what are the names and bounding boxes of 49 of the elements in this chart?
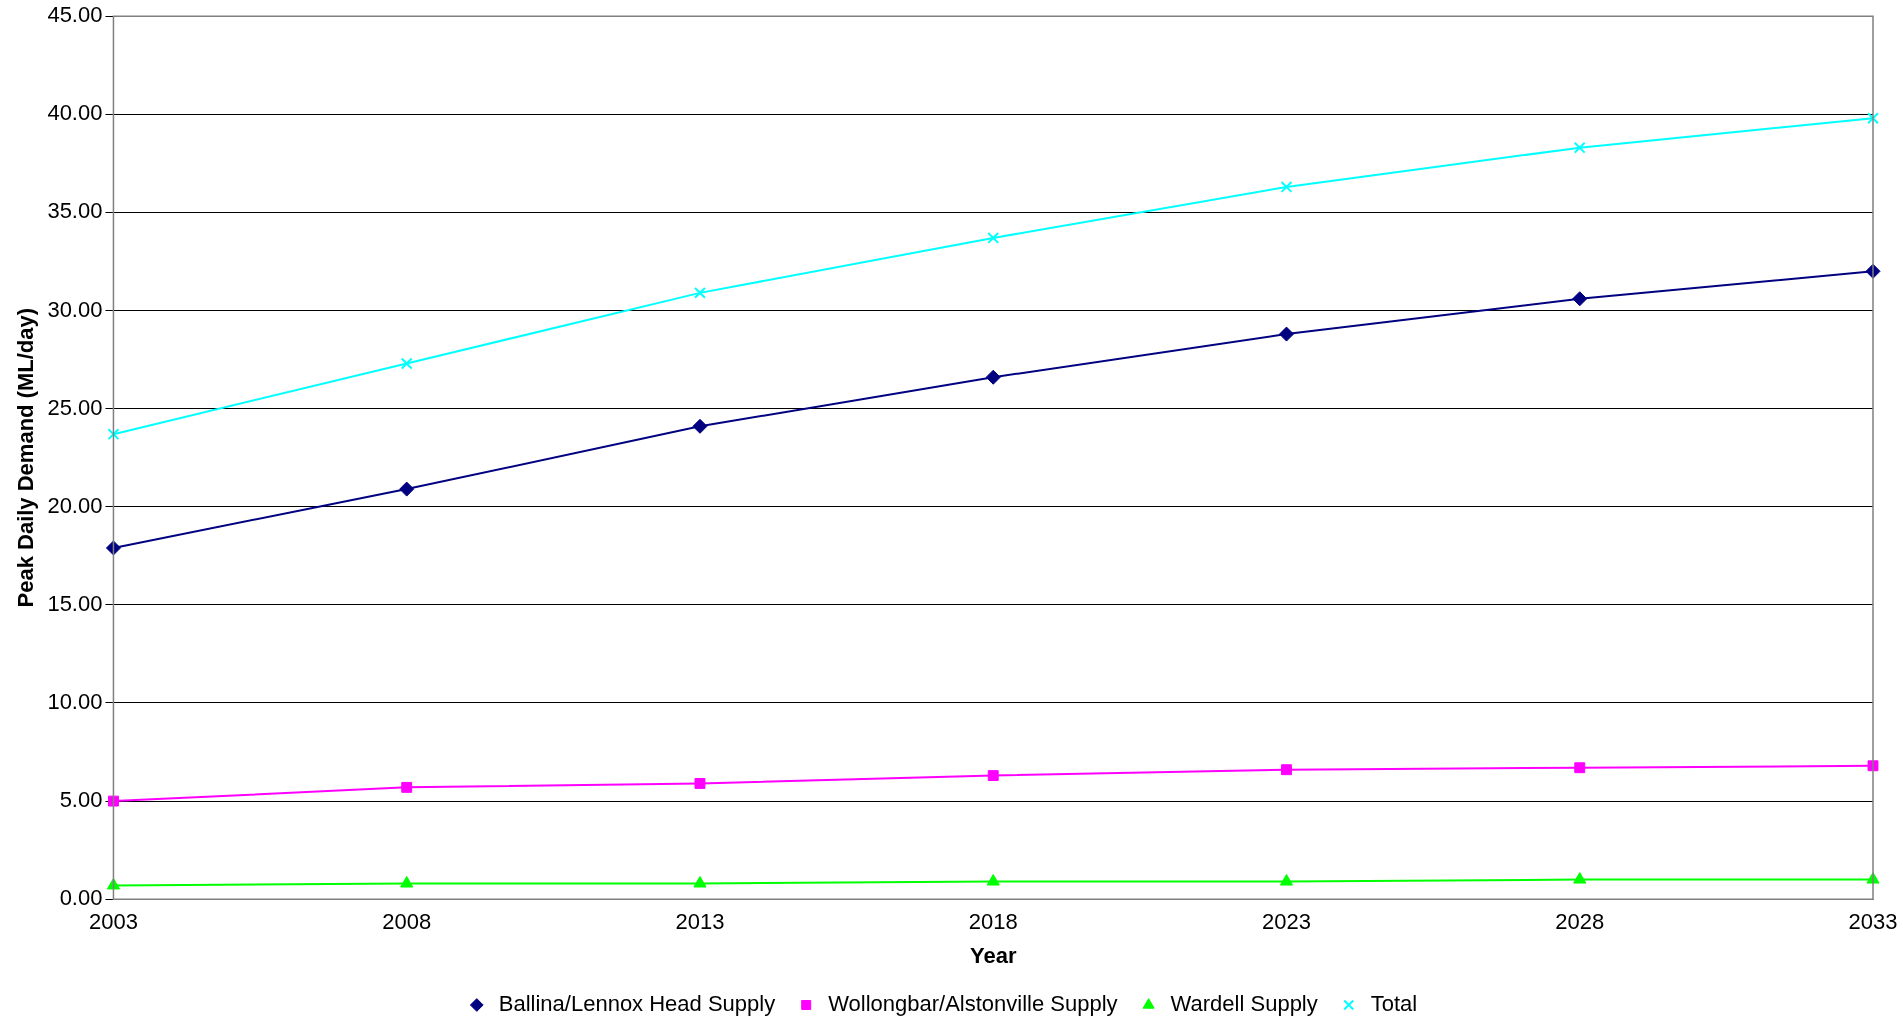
point <box>1574 762 1586 774</box>
y-tick-label: 10.00 <box>47 689 103 715</box>
y-tick-label: 35.00 <box>47 198 103 224</box>
point <box>694 777 706 789</box>
point <box>400 876 414 888</box>
point <box>108 795 119 807</box>
point <box>693 876 707 888</box>
legend-label: Total <box>1370 991 1418 1017</box>
point <box>1281 764 1292 776</box>
y-tick-label: 15.00 <box>47 590 103 616</box>
x-axis-title: Year <box>969 942 1017 968</box>
legend-label: Ballina/Lennox Head Supply <box>498 991 776 1017</box>
point <box>987 770 999 782</box>
point <box>1278 326 1294 342</box>
y-axis-title: Peak Daily Demand (ML/day) <box>13 307 39 608</box>
y-tick-label: 45.00 <box>47 2 103 28</box>
point <box>105 540 121 556</box>
point <box>107 428 120 441</box>
y-tick-label: 5.00 <box>59 787 103 813</box>
y-tick-label: 0.00 <box>59 885 103 911</box>
point <box>692 418 708 434</box>
point <box>106 877 121 890</box>
point <box>1280 180 1293 193</box>
point <box>1867 760 1879 772</box>
y-tick-label: 25.00 <box>47 394 103 420</box>
point <box>1573 141 1586 154</box>
point <box>985 369 1001 385</box>
point <box>399 481 415 497</box>
legend-label: Wollongbar/Alstonville Supply <box>828 991 1118 1017</box>
x-tick-label: 2013 <box>675 909 725 935</box>
x-tick-label: 2023 <box>1262 909 1311 935</box>
point <box>987 231 1000 244</box>
point <box>401 781 413 793</box>
y-tick-label: 40.00 <box>47 100 103 126</box>
y-tick-label: 30.00 <box>47 296 103 322</box>
point <box>1867 112 1879 125</box>
x-tick-label: 2033 <box>1848 909 1898 935</box>
x-tick-label: 2018 <box>968 909 1018 935</box>
x-tick-label: 2003 <box>88 909 138 935</box>
point <box>694 286 706 299</box>
point <box>986 874 1000 886</box>
point <box>1572 291 1588 307</box>
point <box>1573 872 1587 884</box>
y-tick-label: 20.00 <box>47 492 103 518</box>
x-tick-label: 2008 <box>382 909 432 935</box>
legend-label: Wardell Supply <box>1170 991 1318 1017</box>
x-tick-label: 2028 <box>1555 909 1605 935</box>
point <box>400 357 413 370</box>
point <box>1279 874 1294 886</box>
